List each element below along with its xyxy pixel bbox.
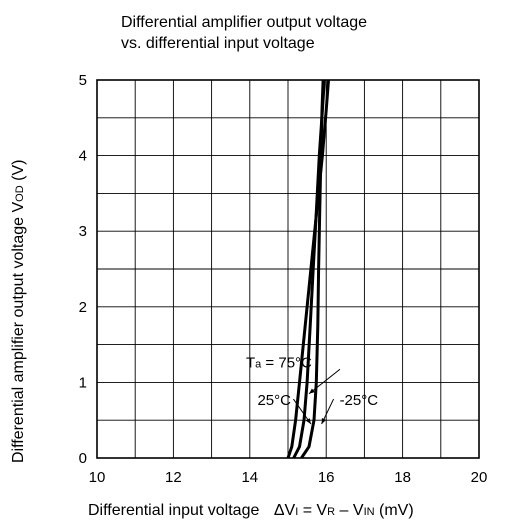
chart-title-line-1: Differential amplifier output voltage xyxy=(121,14,367,31)
x-axis-label: Differential input voltage ΔVI = VR – VI… xyxy=(88,502,414,519)
y-tick-label: 0 xyxy=(79,450,87,467)
y-tick-label: 2 xyxy=(79,299,87,316)
annotation-label: -25°C xyxy=(340,392,379,409)
x-tick-label: 18 xyxy=(394,469,411,486)
x-tick-label: 14 xyxy=(241,469,258,486)
annotation-arrowhead xyxy=(305,418,311,424)
annotation-label: 25°C xyxy=(257,392,291,409)
annotation-label: Ta = 75°C xyxy=(246,354,312,371)
grid xyxy=(97,80,479,458)
y-axis-label: Differential amplifier output voltage VO… xyxy=(10,160,27,463)
series-line xyxy=(286,79,330,459)
chart-title-line-2: vs. differential input voltage xyxy=(121,35,315,52)
x-tick-label: 10 xyxy=(89,469,106,486)
annotation-arrowhead xyxy=(321,417,327,424)
y-tick-labels: 0 1 2 3 4 5 xyxy=(79,72,87,467)
series-line xyxy=(300,79,325,459)
x-tick-label: 12 xyxy=(165,469,182,486)
annotation-arrowhead xyxy=(309,388,315,394)
y-tick-label: 3 xyxy=(79,223,87,240)
y-tick-label: 5 xyxy=(79,72,87,89)
annotation-leader xyxy=(308,368,341,395)
x-tick-label: 20 xyxy=(471,469,488,486)
x-tick-labels: 10 12 14 16 18 20 xyxy=(89,469,488,486)
x-tick-label: 16 xyxy=(318,469,335,486)
y-tick-label: 1 xyxy=(79,374,87,391)
y-tick-label: 4 xyxy=(79,148,87,165)
annotations: Ta = 75°C 25°C -25°C xyxy=(246,354,379,425)
series-group xyxy=(286,79,330,459)
